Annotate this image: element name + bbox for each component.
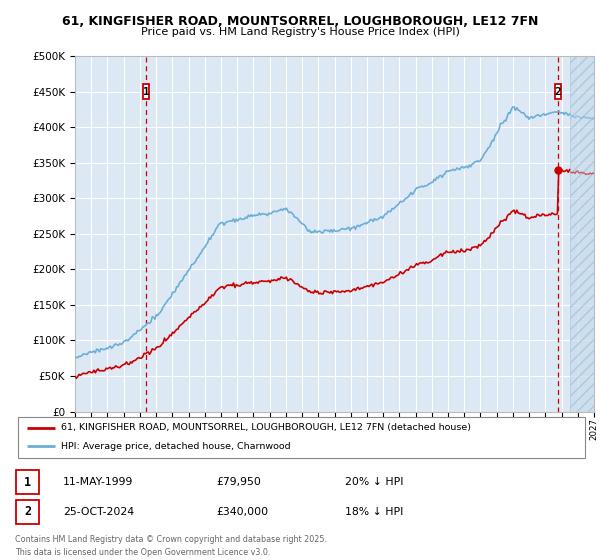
Text: 2: 2 (24, 505, 31, 519)
Text: £79,950: £79,950 (216, 477, 261, 487)
FancyBboxPatch shape (143, 84, 149, 99)
FancyBboxPatch shape (16, 500, 39, 524)
Text: HPI: Average price, detached house, Charnwood: HPI: Average price, detached house, Char… (61, 442, 290, 451)
Text: 18% ↓ HPI: 18% ↓ HPI (345, 507, 403, 517)
Text: Price paid vs. HM Land Registry's House Price Index (HPI): Price paid vs. HM Land Registry's House … (140, 27, 460, 37)
FancyBboxPatch shape (555, 84, 561, 99)
Text: 20% ↓ HPI: 20% ↓ HPI (345, 477, 404, 487)
Bar (569, 56, 594, 412)
FancyBboxPatch shape (16, 470, 39, 494)
Text: Contains HM Land Registry data © Crown copyright and database right 2025.
This d: Contains HM Land Registry data © Crown c… (15, 535, 327, 557)
Text: 61, KINGFISHER ROAD, MOUNTSORREL, LOUGHBOROUGH, LE12 7FN (detached house): 61, KINGFISHER ROAD, MOUNTSORREL, LOUGHB… (61, 423, 470, 432)
Text: 61, KINGFISHER ROAD, MOUNTSORREL, LOUGHBOROUGH, LE12 7FN: 61, KINGFISHER ROAD, MOUNTSORREL, LOUGHB… (62, 15, 538, 28)
Text: 11-MAY-1999: 11-MAY-1999 (63, 477, 133, 487)
Text: 25-OCT-2024: 25-OCT-2024 (63, 507, 134, 517)
Text: 2: 2 (555, 87, 562, 96)
Text: 1: 1 (24, 475, 31, 489)
FancyBboxPatch shape (18, 417, 585, 458)
Text: 1: 1 (143, 87, 149, 96)
Text: £340,000: £340,000 (216, 507, 268, 517)
